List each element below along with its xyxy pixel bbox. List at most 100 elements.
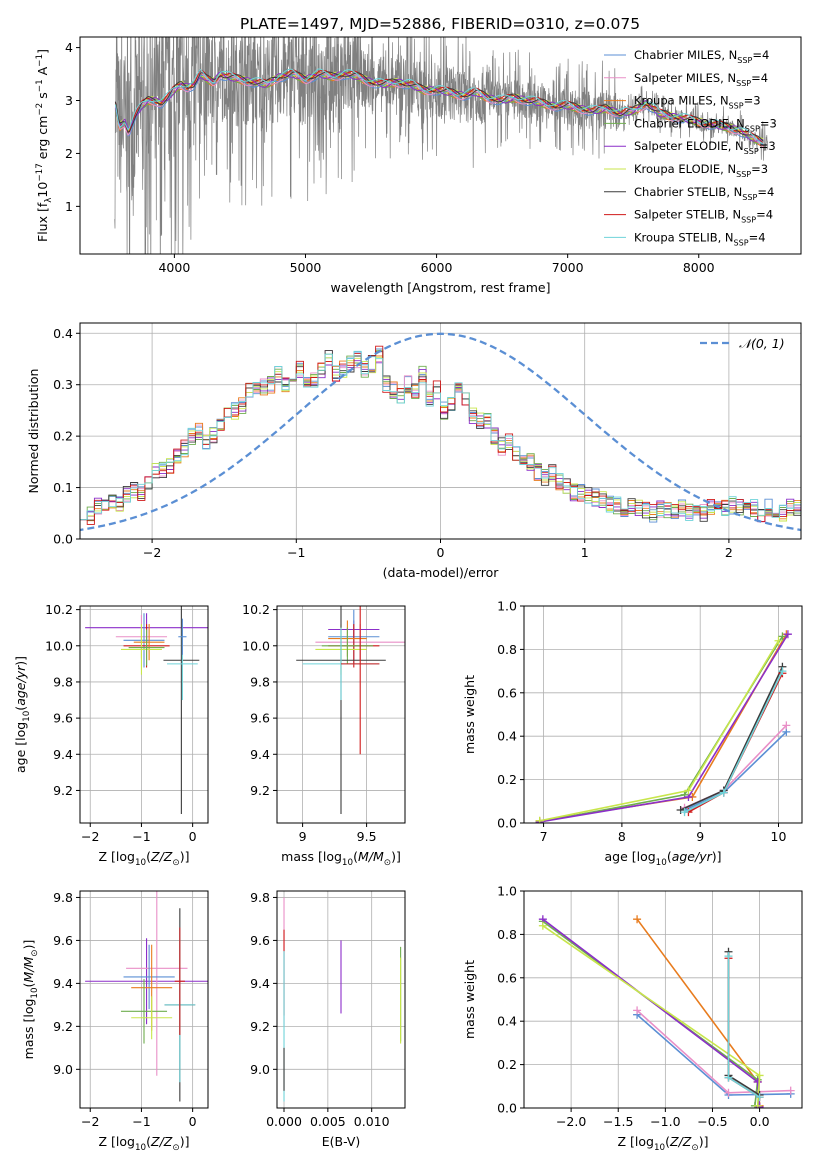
legend-entry: Salpeter MILES, NSSP=4 <box>634 71 768 88</box>
x-axis-label: Z [log10(Z/Z⊙)] <box>99 1134 190 1153</box>
axes-ebv-mass: 0.000 0.005 0.010 9.0 9.2 9.4 9.6 9.8 E(B-V) <box>250 890 406 1149</box>
y-tick-label: 9.4 <box>53 747 73 762</box>
y-tick-label: 9.6 <box>250 711 270 726</box>
weight-marker <box>535 816 544 823</box>
legend-entry: Salpeter ELODIE, NSSP=3 <box>634 139 776 156</box>
y-tick-label: 0.2 <box>53 429 73 444</box>
legend: Chabrier MILES, NSSP=4 Salpeter MILES, NS… <box>604 48 777 247</box>
weight-marker <box>755 1093 764 1102</box>
y-tick-label: 0.0 <box>497 1101 517 1116</box>
legend-entry: Kroupa STELIB, NSSP=4 <box>634 230 766 247</box>
x-axis-label: age [log10(age/yr)] <box>604 849 721 868</box>
y-tick-label: 0.3 <box>53 377 73 392</box>
axes-frame <box>276 605 406 824</box>
y-tick-label: 9.8 <box>53 674 73 689</box>
x-tick-label: 0.005 <box>310 1114 346 1129</box>
weight-marker <box>755 1071 764 1080</box>
y-tick-label: 0.0 <box>53 532 73 547</box>
y-tick-label: 0.0 <box>497 816 517 831</box>
x-tick-label: 8 <box>618 829 626 844</box>
x-tick-label: 2 <box>725 545 733 560</box>
y-tick-label: 9.2 <box>53 783 73 798</box>
axes-frame <box>79 890 209 1109</box>
axes-frame <box>276 890 406 1109</box>
x-tick-label: 7000 <box>552 260 584 275</box>
weight-line-6 <box>727 951 761 1096</box>
x-tick-label: −0.5 <box>697 1114 727 1129</box>
weight-line-5 <box>539 640 780 822</box>
weight-marker <box>633 1006 642 1015</box>
x-tick-label: 0 <box>437 545 445 560</box>
weight-marker <box>724 1088 733 1097</box>
model-spectrum-8 <box>114 68 764 144</box>
y-tick-label: 0.8 <box>497 642 517 657</box>
y-tick-label: 0.6 <box>497 685 517 700</box>
weight-marker <box>783 630 792 639</box>
y-tick-label: 4 <box>65 40 73 55</box>
weight-marker <box>724 952 733 961</box>
y-tick-label: 10.0 <box>45 638 73 653</box>
x-tick-label: 9 <box>299 829 307 844</box>
y-tick-label: 10.0 <box>242 638 270 653</box>
x-tick-label: −1.5 <box>603 1114 633 1129</box>
y-tick-label: 0.4 <box>53 326 73 341</box>
axes-frame <box>523 890 803 1109</box>
y-tick-label: 9.2 <box>250 783 270 798</box>
y-tick-label: 10.2 <box>242 602 270 617</box>
weight-marker <box>774 636 783 645</box>
x-tick-label: −2 <box>81 1114 99 1129</box>
weight-line-8 <box>684 670 784 813</box>
y-axis-label: Flux [fλ10−17 erg cm−2 s−1 A−1] <box>35 49 54 242</box>
axes-frame <box>79 605 209 824</box>
y-tick-label: 0.2 <box>497 772 517 787</box>
plot-area-mass-age <box>296 606 405 814</box>
y-tick-label: 9.6 <box>53 711 73 726</box>
y-tick-label: 0.2 <box>497 1057 517 1072</box>
x-tick-label: −1.0 <box>650 1114 680 1129</box>
x-axis-label: Z [log10(Z/Z⊙)] <box>99 849 190 868</box>
x-tick-label: 9 <box>696 829 704 844</box>
weight-marker <box>719 788 728 797</box>
weight-marker <box>633 915 642 924</box>
y-tick-label: 0.1 <box>53 480 73 495</box>
plot-area-z-weight <box>538 915 795 1108</box>
legend-entry: Chabrier ELODIE, NSSP=3 <box>634 116 777 133</box>
plot-area-spectrum <box>114 37 769 254</box>
x-axis-label: mass [log10(M/M⊙)] <box>281 849 401 868</box>
x-tick-label: 7 <box>540 829 548 844</box>
weight-marker <box>684 786 693 795</box>
axes-z-weight: −2.0 −1.5 −1.0 −0.5 0.0 0.0 0.2 0.4 0.6 0.8 1.0 Z [… <box>462 884 803 1153</box>
weight-line-3 <box>539 635 784 823</box>
weight-line-2 <box>539 633 787 822</box>
y-tick-label: 9.8 <box>250 674 270 689</box>
weight-marker <box>724 1073 733 1082</box>
y-axis-label: Normed distribution <box>26 369 41 494</box>
weight-marker <box>753 1101 762 1108</box>
weight-line-5 <box>542 925 761 1106</box>
axes-z-mass: −2 −1 0 9.0 9.2 9.4 9.6 9.8 Z [log10(Z/Z⊙)] mass … <box>21 890 209 1153</box>
x-tick-label: 0 <box>189 829 197 844</box>
weight-marker <box>778 667 787 676</box>
y-tick-label: 9.0 <box>53 1062 73 1077</box>
weight-marker <box>782 721 791 730</box>
axes-residuals: −2 −1 0 1 2 0.0 0.1 0.2 0.3 0.4 (data-model)/error… <box>26 322 802 580</box>
weight-line-6 <box>680 666 784 811</box>
x-tick-label: 0.0 <box>750 1114 770 1129</box>
x-tick-label: −1 <box>132 1114 150 1129</box>
x-tick-label: −1 <box>287 545 305 560</box>
axes-frame <box>523 605 803 824</box>
figure-title: PLATE=1497, MJD=52886, FIBERID=0310, z=0… <box>240 15 640 33</box>
y-tick-label: 0.4 <box>497 1014 517 1029</box>
y-tick-label: 10.2 <box>45 602 73 617</box>
weight-marker <box>680 808 689 817</box>
plot-area-residuals <box>80 332 801 532</box>
y-tick-label: 9.4 <box>250 976 270 991</box>
x-tick-label: 4000 <box>158 260 190 275</box>
x-axis-label: (data-model)/error <box>383 565 500 580</box>
plot-area-age-weight <box>535 630 792 823</box>
y-axis-label: age [log10(age/yr)] <box>13 656 32 773</box>
x-tick-label: −2 <box>143 545 161 560</box>
legend-entry: Kroupa ELODIE, NSSP=3 <box>634 162 768 179</box>
y-tick-label: 2 <box>65 146 73 161</box>
